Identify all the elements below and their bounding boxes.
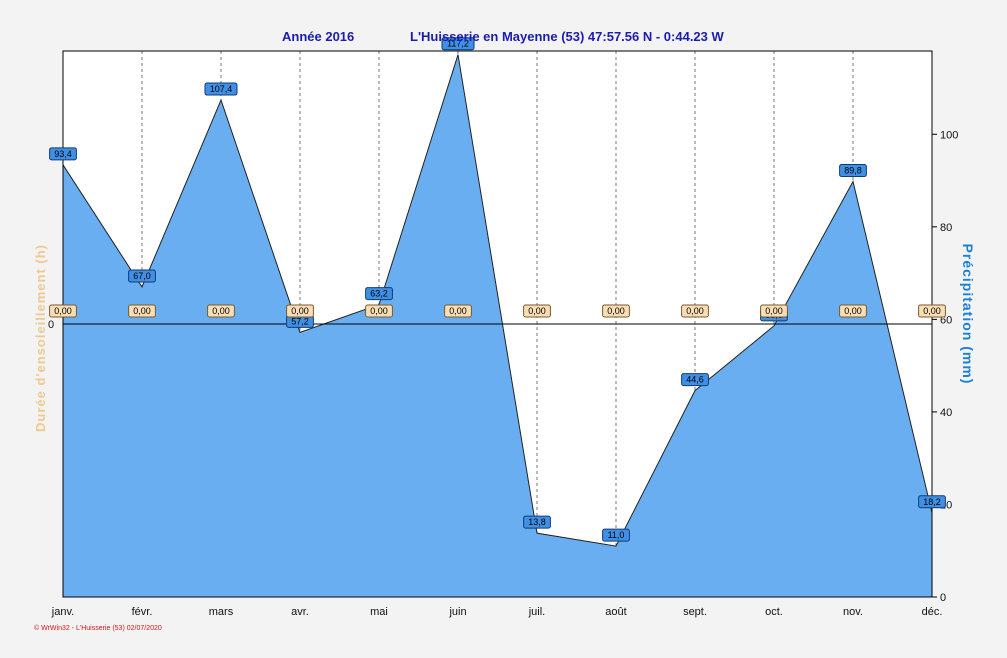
precip-label-5: 117,2 xyxy=(447,39,469,49)
sun-label-box-8 xyxy=(681,304,709,318)
sun-label-6: 0,00 xyxy=(528,306,546,316)
x-tick-5: juin xyxy=(448,606,466,618)
sun-label-8: 0,00 xyxy=(686,306,704,316)
sun-label-box-1 xyxy=(128,304,156,318)
sun-label-7: 0,00 xyxy=(607,306,625,316)
precip-label-0: 93,4 xyxy=(54,149,72,159)
right-axis-tick-80: 80 xyxy=(940,222,952,234)
precip-label-box-0 xyxy=(49,147,77,161)
x-tick-6: juil. xyxy=(528,606,546,618)
precip-label-10: 89,8 xyxy=(844,165,862,175)
precip-label-11: 18,2 xyxy=(923,497,941,507)
precipitation-line xyxy=(62,54,933,547)
precip-label-box-4 xyxy=(365,287,393,301)
sun-label-box-0 xyxy=(49,304,77,318)
sun-label-box-4 xyxy=(365,304,393,318)
precip-label-box-10 xyxy=(839,163,867,177)
sun-label-9: 0,00 xyxy=(765,306,783,316)
x-tick-4: mai xyxy=(370,606,388,618)
x-tick-7: août xyxy=(605,606,626,618)
precip-label-3: 57,2 xyxy=(291,316,309,326)
left-axis-tick-0: 0 xyxy=(48,319,54,331)
right-axis-tick-0: 0 xyxy=(940,592,946,604)
plot-frame xyxy=(62,50,933,598)
sun-label-11: 0,00 xyxy=(923,306,941,316)
precip-label-1: 67,0 xyxy=(133,271,151,281)
sun-label-box-2 xyxy=(207,304,235,318)
right-axis-tick-40: 40 xyxy=(940,407,952,419)
precip-label-4: 63,2 xyxy=(370,289,388,299)
precip-label-box-6 xyxy=(523,515,551,529)
chart-title-station: L'Huisserie en Mayenne (53) 47:57.56 N -… xyxy=(410,29,725,44)
footer-credit: © WrWin32 - L'Huisserie (53) 02/07/2020 xyxy=(34,624,162,632)
precip-label-7: 11,0 xyxy=(608,530,625,540)
x-tick-9: oct. xyxy=(765,606,783,618)
x-tick-8: sept. xyxy=(683,606,707,618)
right-axis-tick-100: 100 xyxy=(940,129,958,141)
precip-label-box-1 xyxy=(128,269,156,283)
sun-label-box-7 xyxy=(602,304,630,318)
x-tick-1: févr. xyxy=(132,606,153,618)
sun-label-4: 0,00 xyxy=(370,306,388,316)
precip-label-8: 44,6 xyxy=(686,375,704,385)
sun-label-box-5 xyxy=(444,304,472,318)
precip-label-box-8 xyxy=(681,373,709,387)
precip-label-2: 107,4 xyxy=(210,84,233,94)
precip-label-box-7 xyxy=(602,528,630,542)
data-labels: 93,467,0107,457,263,2117,213,811,044,658… xyxy=(49,37,946,542)
x-tick-3: avr. xyxy=(291,606,309,618)
x-tick-2: mars xyxy=(209,606,234,618)
sun-label-box-10 xyxy=(839,304,867,318)
sun-label-3: 0,00 xyxy=(291,306,309,316)
precip-label-6: 13,8 xyxy=(528,517,546,527)
sun-label-1: 0,00 xyxy=(133,306,151,316)
sun-label-2: 0,00 xyxy=(212,306,230,316)
precipitation-area xyxy=(63,54,932,597)
x-tick-10: nov. xyxy=(843,606,863,618)
sun-label-box-11 xyxy=(918,304,946,318)
x-tick-11: déc. xyxy=(922,606,943,618)
right-axis-title: Précipitation (mm) xyxy=(960,244,976,385)
sun-label-box-3 xyxy=(286,304,314,318)
sun-label-0: 0,00 xyxy=(54,306,72,316)
x-tick-0: janv. xyxy=(51,606,74,618)
precip-label-box-11 xyxy=(918,495,946,509)
sun-label-10: 0,00 xyxy=(844,306,862,316)
sun-label-5: 0,00 xyxy=(449,306,467,316)
chart-title-year: Année 2016 xyxy=(282,29,354,44)
left-axis-title: Durée d'ensoleillement (h) xyxy=(33,244,48,432)
sun-label-box-9 xyxy=(760,304,788,318)
precip-label-box-2 xyxy=(204,82,238,96)
precip-label-box-5 xyxy=(441,37,475,51)
sun-label-box-6 xyxy=(523,304,551,318)
